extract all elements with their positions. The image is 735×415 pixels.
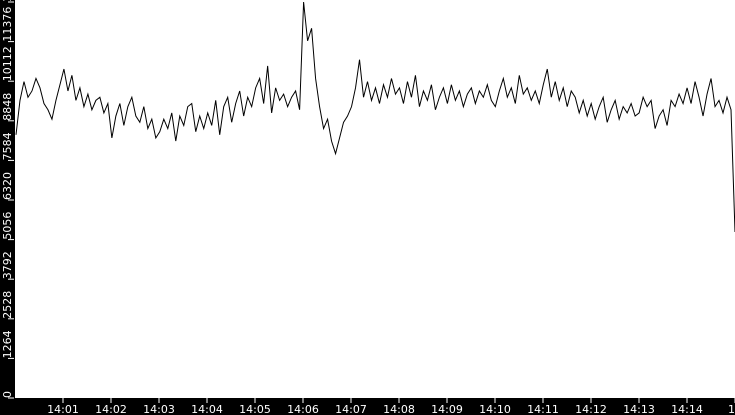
y-tick-label: 5056 (1, 212, 14, 240)
x-tick-label: 14:11 (527, 403, 559, 415)
y-tick-label: 0 (1, 391, 14, 398)
y-tick-label: 12640 (1, 0, 14, 2)
x-axis: 14:01 14:02 14:03 14:04 14:05 14:06 14:07 14:08… (47, 398, 735, 415)
series-line (15, 1, 735, 232)
y-tick-label: 8848 (1, 93, 14, 121)
x-tick-label: 14:08 (383, 403, 415, 415)
series-group (15, 1, 735, 232)
y-tick-label: 6320 (1, 172, 14, 200)
x-tick-label: 14:04 (191, 403, 223, 415)
x-tick-label: 14:12 (575, 403, 607, 415)
plot-area (15, 0, 735, 398)
x-tick-label: 14:14 (671, 403, 703, 415)
y-tick-label: 1264 (1, 330, 14, 358)
x-tick-label: 14 (728, 403, 735, 415)
x-tick-label: 14:07 (335, 403, 367, 415)
y-tick-label: 10112 (1, 46, 14, 81)
y-tick-label: 2528 (1, 291, 14, 319)
x-tick-label: 14:13 (623, 403, 655, 415)
x-tick-label: 14:06 (287, 403, 319, 415)
y-axis: 0 1264 2528 3792 5056 6320 7584 8848 10112 11376 1… (1, 0, 14, 399)
y-tick-label: 11376 (1, 7, 14, 42)
y-tick-label: 7584 (1, 132, 14, 160)
x-tick-label: 14:05 (239, 403, 271, 415)
x-tick-label: 14:01 (47, 403, 79, 415)
y-tick-label: 3792 (1, 251, 14, 279)
x-tick-label: 14:02 (95, 403, 127, 415)
x-tick-label: 14:10 (479, 403, 511, 415)
x-tick-label: 14:03 (143, 403, 175, 415)
x-tick-label: 14:09 (431, 403, 463, 415)
